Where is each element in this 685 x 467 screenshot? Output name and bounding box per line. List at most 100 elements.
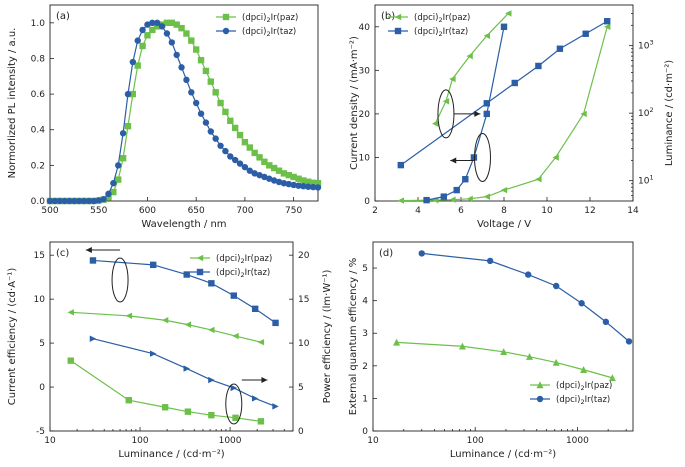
series-a-taz-point	[290, 181, 297, 189]
series-a-taz-point	[105, 190, 112, 198]
series-c-paz-right-point	[184, 408, 192, 415]
series-b-taz-right-point	[582, 30, 589, 37]
series-d-taz-point	[625, 338, 633, 345]
callout-arrow-b-2-head	[450, 157, 457, 164]
series-b-paz-left-point	[500, 186, 508, 194]
series-c-paz-left-point	[208, 326, 215, 334]
series-a-paz-point	[115, 176, 122, 183]
y-axis-c-tick-label: 5	[39, 339, 45, 349]
series-c-paz-left-line	[70, 311, 262, 343]
panel-label-a: (a)	[56, 11, 70, 22]
series-b-paz-left-point	[580, 110, 587, 118]
y-axis-b-tick-label: 40	[359, 23, 371, 33]
series-d-taz-point	[418, 250, 425, 257]
legend-c-taz-marker	[196, 268, 204, 276]
legend-d-taz-label: (dpci)2Ir(taz)	[556, 395, 610, 406]
series-a-taz-point	[76, 197, 83, 205]
series-b-paz-right-point	[466, 52, 473, 60]
series-c-taz-right-line	[92, 338, 276, 407]
callout-ellipse-c-1	[111, 257, 129, 303]
series-a-paz-point	[110, 188, 117, 196]
x-axis-d-tick-label: 1000	[566, 436, 589, 446]
x-axis-b-tick-label: 6	[458, 206, 464, 216]
series-a-taz-point	[139, 26, 146, 34]
series-a-taz-point	[124, 90, 132, 98]
series-c-taz-left-point	[149, 261, 157, 269]
y-right-axis-b-tick-label: 102	[638, 106, 654, 119]
y-right-axis-b-tick-label: 103	[638, 39, 654, 52]
series-c-taz-left-point	[230, 292, 237, 299]
series-c-taz-right-point	[230, 384, 237, 392]
series-b-taz-left-point	[470, 154, 478, 161]
y-axis-d-tick-label: 5	[362, 264, 368, 274]
y-axis-c-tick-label: 15	[34, 251, 45, 261]
series-a-paz-point	[105, 194, 112, 201]
series-b-paz-left-point	[483, 193, 490, 200]
series-a-taz-point	[85, 197, 93, 205]
y-axis-b-tick-label: 10	[359, 153, 371, 163]
series-a-taz-point	[110, 179, 117, 187]
x-axis-label-a: Wavelength / nm	[141, 219, 226, 230]
series-a-taz-point	[163, 30, 171, 37]
series-a-paz-point	[246, 144, 253, 151]
series-a-taz-point	[178, 64, 185, 71]
series-a-paz-point	[280, 170, 288, 177]
series-a-taz-point	[305, 183, 312, 190]
y-right-axis-label-c: Power efficiency / (lm·W⁻¹)	[322, 269, 333, 403]
series-a-taz-point	[115, 162, 122, 169]
series-c-paz-left-point	[257, 339, 265, 346]
series-a-taz-point	[236, 160, 244, 167]
x-axis-a-tick-label: 750	[285, 206, 302, 216]
series-a-taz-point	[192, 99, 200, 107]
series-a-taz-point	[270, 177, 278, 184]
series-b-taz-left-point	[453, 186, 460, 194]
series-a-taz-point	[51, 197, 59, 205]
y-axis-a-tick-label: 0.4	[31, 126, 46, 136]
series-b-taz-right-point	[483, 100, 490, 107]
x-axis-c-tick-label: 10	[44, 436, 56, 446]
series-a-paz-point	[309, 179, 317, 187]
series-b-taz-left-point	[440, 193, 447, 200]
series-d-paz-point	[500, 348, 508, 356]
series-b-paz-right-point	[483, 32, 490, 39]
series-a-taz-point	[173, 51, 180, 59]
series-a-paz-point	[124, 122, 132, 130]
series-a-taz-point	[100, 196, 107, 203]
series-a-taz-point	[197, 110, 205, 117]
y-axis-d-tick-label: 0	[362, 427, 368, 437]
series-b-taz-left-point	[483, 110, 490, 118]
series-c-taz-left-point	[183, 271, 190, 278]
series-a-paz-point	[217, 99, 224, 107]
series-a-taz-point	[129, 58, 137, 66]
series-a-paz-point	[149, 26, 156, 34]
series-a-taz-point	[222, 147, 229, 155]
callout-ellipse-c-2	[225, 383, 243, 425]
panel-label-c: (c)	[56, 248, 69, 259]
series-b-paz-right-point	[505, 10, 512, 17]
series-a-paz-point	[290, 173, 297, 181]
series-a-taz-point	[300, 183, 307, 190]
series-a-paz-point	[266, 162, 273, 169]
series-b-taz-right-point	[556, 45, 564, 52]
series-d-taz-point	[578, 300, 585, 307]
series-c-paz-right-line	[70, 360, 261, 422]
series-a-taz-point	[154, 19, 161, 27]
series-a-taz-point	[61, 197, 68, 205]
series-a-paz-point	[270, 164, 278, 172]
series-b-paz-right-line	[434, 13, 509, 124]
series-a-paz-point	[163, 19, 171, 27]
series-b-taz-right-line	[400, 20, 608, 166]
callout-arrow-c-2-head	[261, 377, 268, 383]
legend-d-taz-marker	[536, 395, 544, 403]
x-axis-d-tick-label: 100	[467, 436, 484, 446]
series-a-taz-point	[261, 173, 268, 181]
series-a-paz-point	[236, 131, 244, 139]
series-a-taz-point	[66, 197, 73, 205]
series-a-paz-point	[285, 171, 292, 179]
series-b-taz-right-point	[511, 79, 518, 87]
series-a-paz-point	[168, 19, 176, 27]
series-a-taz-point	[217, 142, 224, 149]
series-a-paz-point	[119, 155, 127, 162]
series-a-taz-point	[158, 23, 166, 30]
x-axis-a-tick-label: 700	[236, 206, 253, 216]
